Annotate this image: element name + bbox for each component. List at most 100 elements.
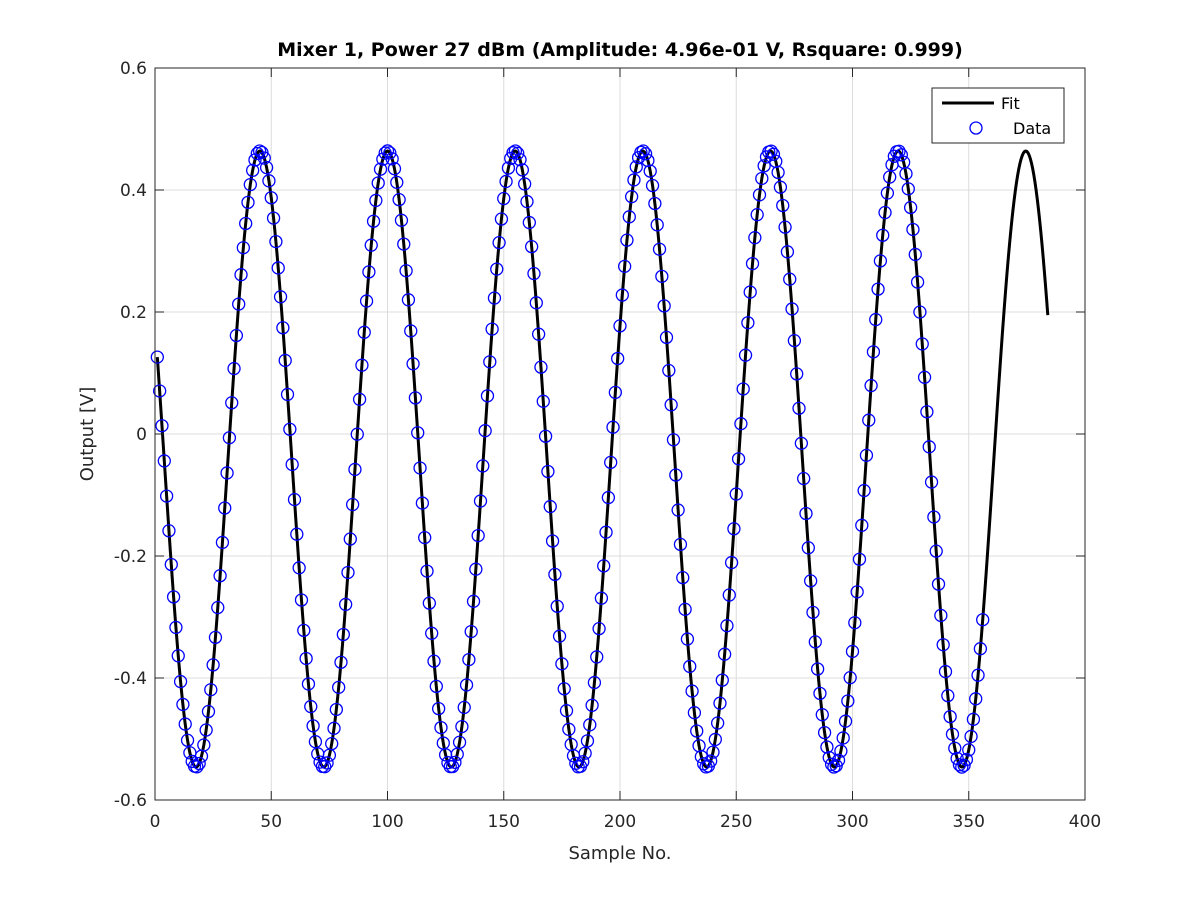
data-point bbox=[676, 570, 690, 585]
data-point bbox=[434, 720, 448, 735]
data-point bbox=[580, 734, 595, 748]
data-point bbox=[857, 483, 871, 498]
data-point bbox=[648, 196, 662, 211]
data-point bbox=[729, 487, 743, 501]
data-point bbox=[259, 160, 274, 175]
y-tick-label: -0.6 bbox=[114, 791, 147, 811]
data-point bbox=[206, 658, 220, 672]
grid-lines bbox=[155, 68, 1085, 800]
data-point bbox=[727, 522, 741, 536]
data-point bbox=[601, 490, 616, 505]
data-point bbox=[527, 266, 541, 281]
data-point bbox=[966, 712, 981, 726]
data-point bbox=[920, 405, 934, 419]
data-point bbox=[364, 238, 378, 252]
data-point bbox=[734, 417, 748, 431]
data-point bbox=[252, 144, 267, 158]
data-point bbox=[924, 475, 939, 489]
data-point bbox=[176, 697, 190, 712]
data-point bbox=[950, 751, 964, 766]
data-point bbox=[899, 167, 913, 181]
data-point bbox=[738, 348, 753, 362]
data-point bbox=[766, 147, 781, 161]
data-point bbox=[941, 689, 955, 703]
data-point bbox=[906, 222, 920, 237]
data-point bbox=[855, 518, 869, 532]
data-point bbox=[843, 671, 857, 685]
data-point bbox=[287, 492, 302, 507]
data-point bbox=[538, 429, 553, 443]
data-point bbox=[150, 350, 164, 364]
data-point bbox=[880, 186, 895, 200]
data-point bbox=[638, 147, 653, 161]
data-point bbox=[831, 753, 846, 767]
x-tick-label: 250 bbox=[720, 812, 752, 832]
data-point bbox=[292, 561, 306, 575]
data-point bbox=[827, 760, 841, 774]
data-point bbox=[929, 544, 943, 558]
data-point bbox=[543, 499, 557, 514]
data-point bbox=[357, 325, 371, 339]
data-point bbox=[531, 327, 546, 341]
data-point bbox=[641, 153, 655, 168]
data-point bbox=[618, 259, 632, 273]
legend: Fit Data bbox=[931, 87, 1065, 144]
data-point bbox=[680, 632, 695, 646]
data-point bbox=[380, 144, 395, 158]
data-point bbox=[241, 195, 255, 210]
data-point bbox=[773, 180, 788, 194]
data-point bbox=[290, 527, 304, 541]
data-point bbox=[220, 466, 234, 480]
data-point bbox=[627, 173, 641, 187]
data-point bbox=[369, 193, 383, 208]
data-point bbox=[448, 755, 462, 769]
data-point bbox=[820, 740, 834, 754]
data-point bbox=[336, 627, 350, 642]
data-point bbox=[910, 275, 925, 289]
data-point bbox=[780, 245, 795, 259]
data-point bbox=[971, 668, 985, 682]
data-point bbox=[343, 532, 357, 546]
data-point bbox=[215, 535, 230, 550]
data-point bbox=[908, 247, 922, 262]
data-point bbox=[401, 293, 416, 307]
data-point bbox=[280, 387, 295, 402]
data-point bbox=[452, 735, 467, 749]
data-point bbox=[957, 758, 971, 772]
data-point bbox=[406, 357, 420, 371]
data-point bbox=[787, 333, 802, 348]
data-point bbox=[659, 330, 674, 345]
data-point bbox=[592, 622, 606, 636]
data-point bbox=[583, 718, 597, 732]
data-point bbox=[245, 163, 260, 178]
data-point bbox=[459, 678, 474, 692]
data-point bbox=[750, 208, 764, 222]
data-point bbox=[873, 254, 888, 268]
data-point bbox=[594, 591, 609, 605]
data-point bbox=[422, 596, 437, 610]
data-point bbox=[852, 552, 867, 566]
data-point bbox=[808, 635, 822, 649]
data-point bbox=[350, 427, 364, 441]
data-point bbox=[327, 721, 341, 735]
data-point bbox=[397, 237, 411, 251]
data-point bbox=[213, 569, 227, 583]
x-tick-label: 350 bbox=[953, 812, 985, 832]
data-point bbox=[199, 723, 213, 737]
data-point bbox=[931, 577, 946, 591]
y-axis-label: Output [V] bbox=[77, 387, 98, 482]
data-point bbox=[743, 285, 757, 299]
axis-ticks bbox=[154, 67, 1086, 801]
y-tick-label: -0.2 bbox=[114, 547, 147, 567]
data-point bbox=[678, 602, 692, 616]
data-point bbox=[934, 608, 948, 623]
data-point bbox=[306, 719, 320, 733]
data-point bbox=[643, 164, 657, 178]
data-point bbox=[157, 454, 171, 468]
legend-box bbox=[931, 87, 1065, 144]
data-point bbox=[341, 565, 355, 580]
data-point bbox=[927, 510, 941, 524]
data-point bbox=[208, 630, 223, 645]
data-point bbox=[276, 321, 290, 335]
legend-data-label: Data bbox=[1013, 119, 1051, 138]
